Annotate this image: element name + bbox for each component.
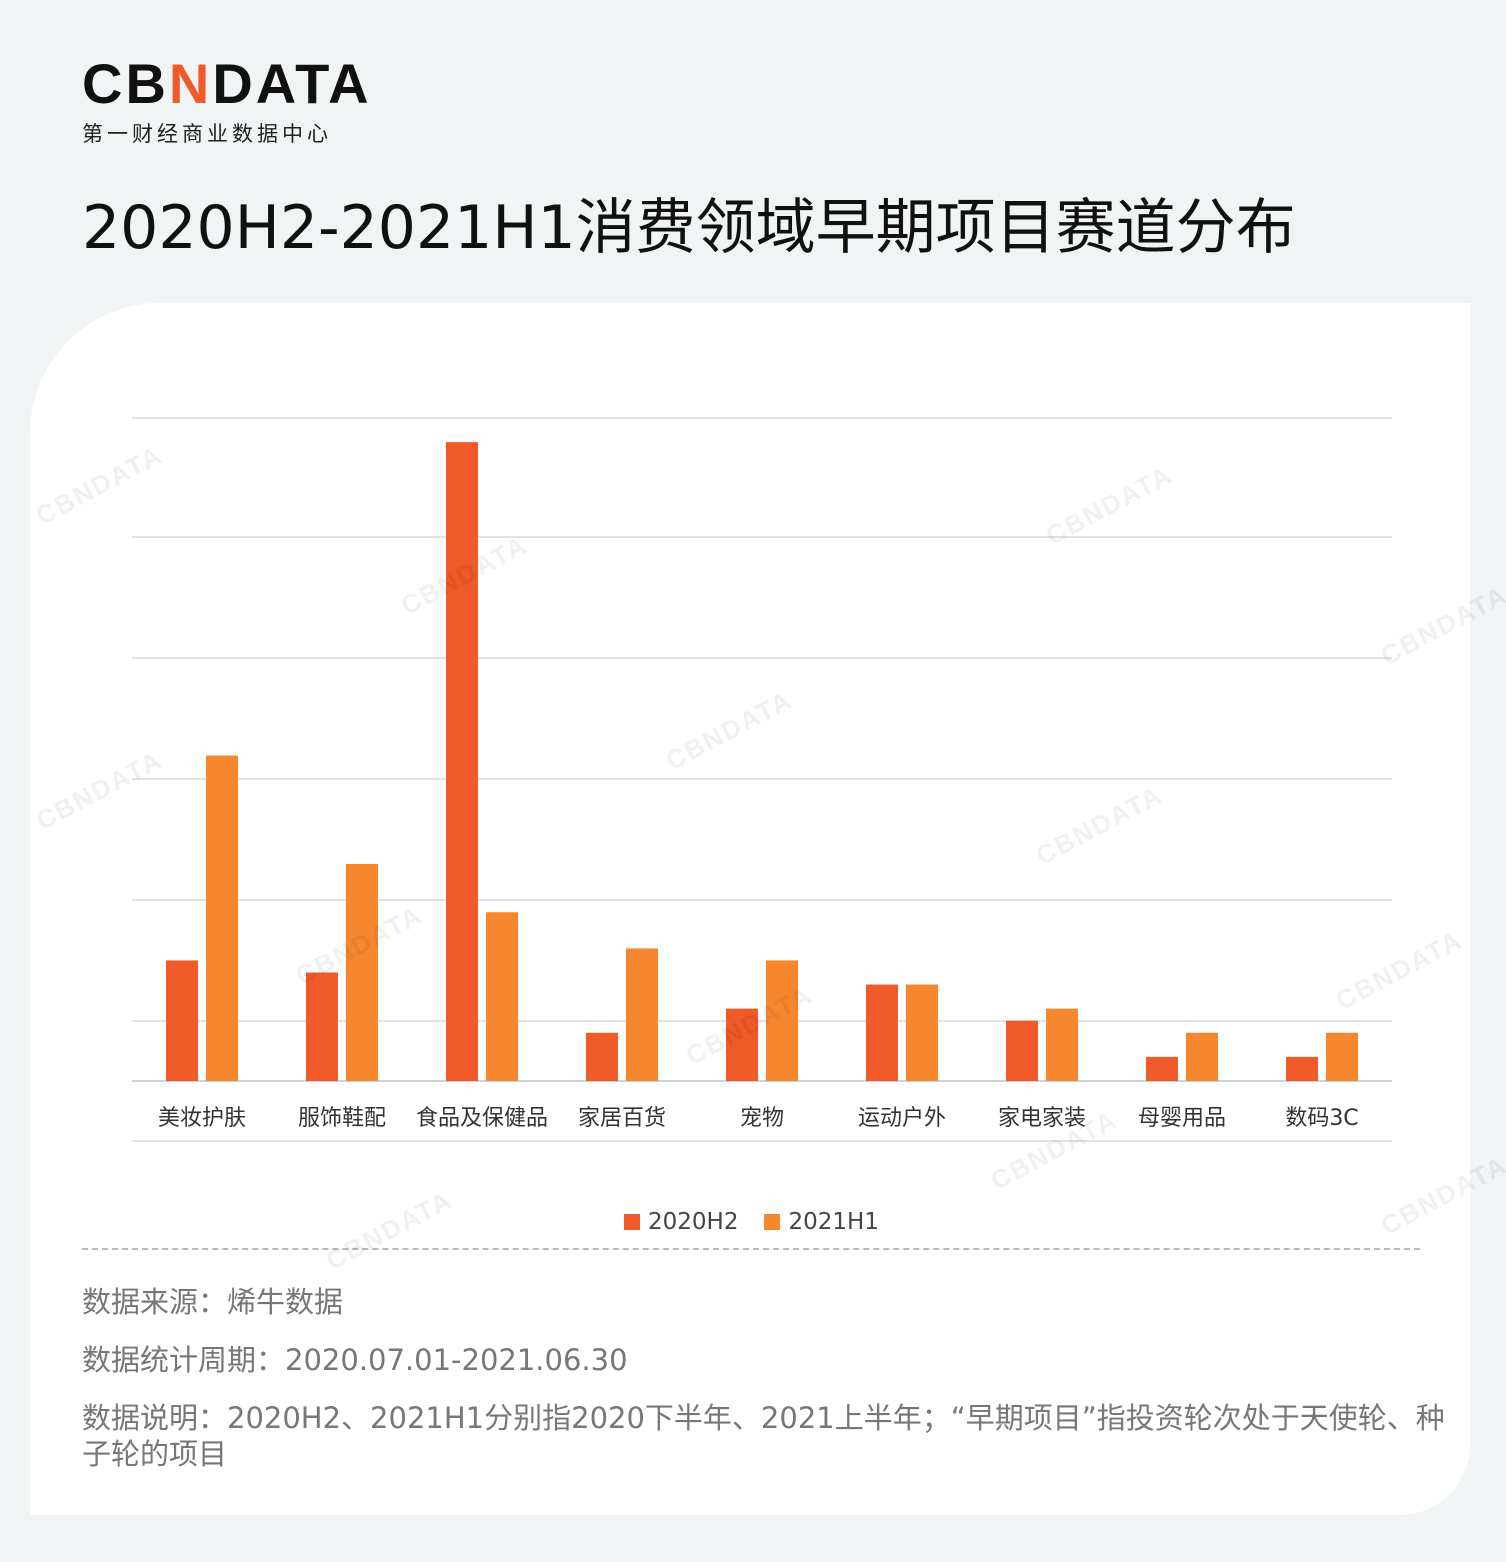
legend-swatch-2021h1 — [764, 1214, 781, 1230]
bar-2020h2 — [1146, 1056, 1178, 1081]
chart-legend: 2020H2 2021H1 — [624, 1209, 879, 1235]
x-tick-label: 食品及保健品 — [416, 1106, 548, 1131]
x-tick-label: 宠物 — [740, 1106, 784, 1131]
bar-2021h1 — [486, 912, 518, 1081]
data-period-note: 数据统计周期：2020.07.01-2021.06.30 — [82, 1343, 628, 1377]
legend-swatch-2020h2 — [624, 1214, 640, 1230]
bar-2020h2 — [586, 1032, 618, 1081]
bar-2020h2 — [726, 1008, 758, 1081]
logo-text-a: CB — [82, 52, 169, 115]
x-tick-label: 母婴用品 — [1138, 1106, 1226, 1131]
bar-2021h1 — [626, 948, 658, 1081]
x-tick-label: 运动户外 — [858, 1106, 946, 1131]
chart-card: 美妆护肤 服饰鞋配 食品及保健品 家居百货 宠物 运动户外 家电家装 母婴用品 数码3C — [30, 303, 1470, 1515]
bar-2021h1 — [1046, 1008, 1078, 1081]
bar-2021h1 — [1326, 1032, 1358, 1081]
page-title: 2020H2-2021H1消费领域早期项目赛道分布 — [82, 193, 1296, 263]
x-tick-label: 美妆护肤 — [158, 1106, 246, 1131]
x-tick-label: 家居百货 — [578, 1106, 666, 1131]
logo-subtitle: 第一财经商业数据中心 — [82, 122, 332, 146]
bar-2021h1 — [766, 960, 798, 1081]
bar-2021h1 — [906, 984, 938, 1081]
x-tick-label: 家电家装 — [998, 1106, 1086, 1131]
bar-2021h1 — [206, 755, 238, 1081]
bar-2020h2 — [1006, 1020, 1038, 1081]
logo-wordmark: CBNDATA — [82, 56, 372, 112]
bar-2020h2 — [166, 960, 198, 1081]
x-tick-label: 服饰鞋配 — [298, 1106, 386, 1131]
legend-label-2020h2: 2020H2 — [648, 1209, 739, 1235]
data-source-note: 数据来源：烯牛数据 — [82, 1285, 344, 1319]
bar-2020h2 — [866, 984, 898, 1081]
bar-2021h1 — [346, 864, 378, 1081]
data-description-note: 数据说明：2020H2、2021H1分别指2020下半年、2021上半年；“早期… — [82, 1401, 1445, 1471]
bar-2021h1 — [1186, 1032, 1218, 1081]
bar-2020h2 — [446, 442, 478, 1081]
legend-item-2020h2: 2020H2 — [624, 1209, 738, 1235]
bar-2020h2 — [1286, 1056, 1318, 1081]
logo-text-b: N — [168, 52, 213, 115]
logo-text-c: DATA — [212, 52, 372, 115]
bar-2020h2 — [306, 972, 338, 1081]
cbndata-logo: CBNDATA 第一财经商业数据中心 — [82, 56, 372, 148]
bar-chart: 美妆护肤 服饰鞋配 食品及保健品 家居百货 宠物 运动户外 家电家装 母婴用品 数码3C — [132, 417, 1392, 1142]
x-tick-label: 数码3C — [1285, 1106, 1358, 1131]
legend-item-2021h1: 2021H1 — [764, 1209, 879, 1235]
legend-label-2021h1: 2021H1 — [788, 1209, 879, 1235]
dashed-divider — [82, 1248, 1420, 1250]
